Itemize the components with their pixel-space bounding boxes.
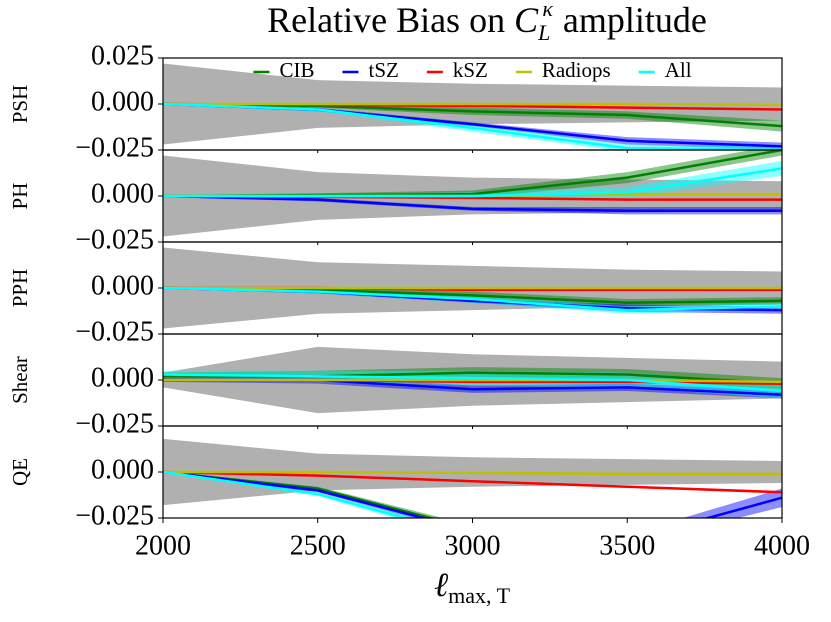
error-band: [163, 150, 782, 198]
error-band: [163, 103, 782, 150]
y-tick-label: 0.000: [91, 362, 154, 393]
y-tick-label: 0.025: [91, 40, 154, 71]
title-sup: κ: [542, 0, 553, 21]
panel: [163, 346, 782, 414]
legend-label: Radiops: [542, 58, 611, 82]
y-tick-label: 0.000: [91, 454, 154, 485]
xlabel-symbol: ℓ: [434, 567, 448, 604]
x-tick-label: 2500: [290, 530, 346, 561]
chart-title: Relative Bias on CLκ amplitude: [267, 0, 707, 45]
title-after: amplitude: [563, 0, 707, 40]
y-axis-label: PPH: [8, 269, 32, 308]
series-line: [163, 167, 782, 198]
title-symbol: C: [514, 0, 539, 40]
series-line: [163, 470, 782, 494]
y-axis-label: PH: [8, 183, 32, 210]
legend-item: All: [638, 58, 692, 82]
series-line: [163, 378, 782, 384]
series-line: [163, 286, 782, 312]
y-tick-label: −0.025: [75, 408, 154, 439]
error-band: [163, 376, 782, 399]
title-text: Relative Bias on: [267, 0, 505, 40]
y-tick-label: −0.025: [75, 132, 154, 163]
legend-item: kSZ: [426, 58, 488, 82]
panel: [163, 150, 782, 237]
series-line: [163, 470, 410, 518]
legend-label: kSZ: [453, 58, 488, 82]
y-axis-label: Shear: [8, 356, 32, 404]
legend-label: All: [665, 58, 692, 82]
y-axis-label: QE: [8, 458, 32, 486]
series-line: [163, 373, 782, 393]
error-band: [163, 103, 782, 150]
panel: [163, 247, 782, 329]
series-line: [163, 470, 782, 476]
y-tick-label: 0.000: [91, 270, 154, 301]
error-band: [163, 161, 782, 200]
title-sub: L: [537, 20, 550, 45]
x-axis-label: ℓmax, T: [434, 567, 511, 608]
xlabel-sub: max, T: [448, 583, 510, 608]
series-line: [163, 102, 782, 107]
y-tick-label: 0.000: [91, 86, 154, 117]
y-tick-label: 0.000: [91, 178, 154, 209]
x-tick-label: 3000: [445, 530, 501, 561]
x-tick-label: 4000: [754, 530, 810, 561]
y-tick-label: −0.025: [75, 500, 154, 531]
y-tick-label: −0.025: [75, 316, 154, 347]
legend-item: tSZ: [342, 58, 399, 82]
legend-item: CIB: [253, 58, 314, 82]
series-line: [163, 194, 782, 212]
y-axis-label: PSH: [8, 85, 32, 124]
y-tick-label: −0.025: [75, 224, 154, 255]
legend-label: tSZ: [368, 58, 398, 82]
error-band: [163, 370, 782, 399]
legend-item: Radiops: [515, 58, 611, 82]
series-line: [163, 470, 782, 518]
x-tick-label: 3500: [599, 530, 655, 561]
panel: [163, 63, 782, 150]
legend-label: CIB: [279, 58, 314, 82]
error-band: [163, 471, 782, 518]
panel: [163, 438, 782, 518]
series-line: [163, 102, 782, 150]
x-tick-label: 2000: [135, 530, 191, 561]
